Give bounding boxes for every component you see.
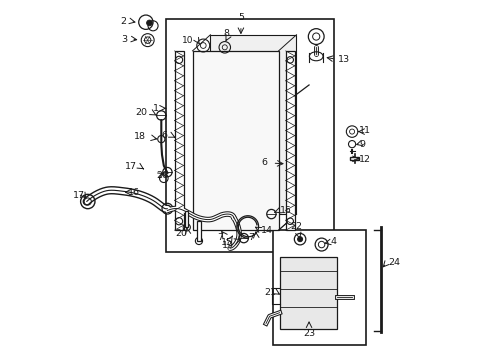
Text: 9: 9 xyxy=(359,140,365,149)
Text: 17: 17 xyxy=(124,162,137,171)
Text: 18: 18 xyxy=(134,132,145,141)
Text: 23: 23 xyxy=(303,329,314,338)
Text: 16: 16 xyxy=(128,188,140,197)
Text: 22: 22 xyxy=(290,222,302,231)
Text: 2: 2 xyxy=(120,17,126,26)
Text: 17: 17 xyxy=(73,191,84,200)
Text: 5: 5 xyxy=(238,13,244,22)
Bar xyxy=(165,19,333,252)
Text: 7: 7 xyxy=(217,233,223,242)
Text: 24: 24 xyxy=(387,258,399,267)
Text: 20: 20 xyxy=(135,108,147,117)
Bar xyxy=(192,51,278,230)
Text: 3: 3 xyxy=(121,35,126,44)
Bar xyxy=(210,35,296,214)
Bar xyxy=(197,221,201,241)
Text: 6: 6 xyxy=(161,131,167,140)
Text: 19: 19 xyxy=(222,241,234,250)
Text: 1: 1 xyxy=(152,104,158,113)
Text: 8: 8 xyxy=(223,30,229,39)
Circle shape xyxy=(297,237,302,242)
Text: 11: 11 xyxy=(359,126,370,135)
Text: 6: 6 xyxy=(261,158,267,167)
Text: 10: 10 xyxy=(182,36,193,45)
Bar xyxy=(279,257,336,329)
Bar xyxy=(349,157,359,160)
Text: 21: 21 xyxy=(264,288,276,297)
Text: 15: 15 xyxy=(221,238,233,247)
Text: 20: 20 xyxy=(156,171,168,180)
Text: 13: 13 xyxy=(337,55,349,64)
Bar xyxy=(285,51,294,230)
Text: 4: 4 xyxy=(330,237,336,246)
Bar xyxy=(273,230,366,345)
Text: 7: 7 xyxy=(248,233,254,242)
Text: 15: 15 xyxy=(279,206,291,215)
Text: 14: 14 xyxy=(260,226,272,235)
Bar xyxy=(174,51,183,230)
Text: 20: 20 xyxy=(175,229,187,238)
Text: 12: 12 xyxy=(359,155,370,164)
Circle shape xyxy=(146,20,152,26)
Bar xyxy=(185,211,188,227)
